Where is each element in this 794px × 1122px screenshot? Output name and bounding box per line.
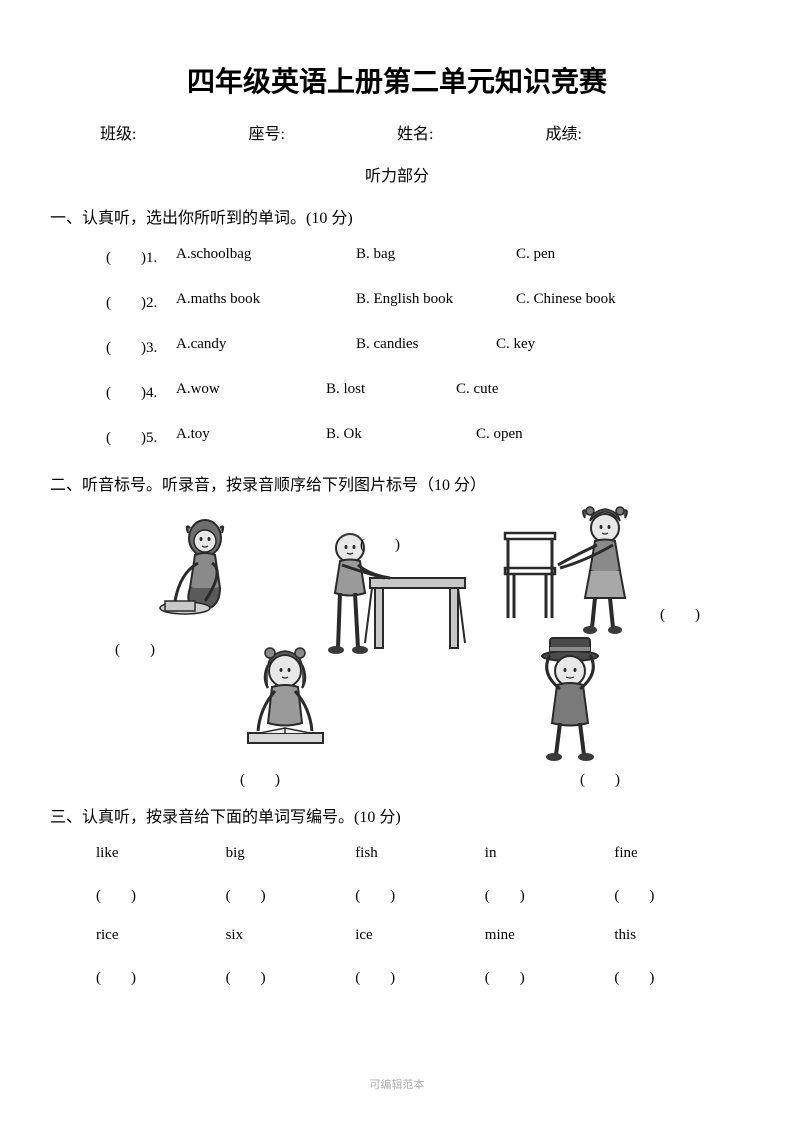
q1-option-a: A.candy	[176, 336, 356, 357]
q3-paren: ( )	[96, 884, 226, 905]
section3-header: 三、认真听，按录音给下面的单词写编号。(10 分)	[50, 803, 744, 827]
q1-item: ( )5. A.toy B. Ok C. open	[50, 426, 744, 447]
q3-paren: ( )	[355, 966, 485, 987]
pic-paren: ( )	[660, 603, 700, 624]
q3-paren: ( )	[226, 966, 356, 987]
pic-paren: ( )	[580, 768, 620, 789]
page-title: 四年级英语上册第二单元知识竞赛	[50, 60, 744, 100]
picture-boy-hat	[510, 633, 630, 763]
q3-word: this	[614, 927, 744, 944]
info-class: 班级:	[100, 120, 249, 144]
q1-paren: ( )3.	[106, 336, 176, 357]
q3-word: ice	[355, 927, 485, 944]
q3-paren: ( )	[96, 966, 226, 987]
q1-item: ( )1. A.schoolbag B. bag C. pen	[50, 246, 744, 267]
picture-girl-chair	[490, 503, 660, 643]
q3-paren: ( )	[485, 884, 615, 905]
q3-word: fine	[614, 845, 744, 862]
q1-option-b: B. English book	[356, 291, 516, 312]
picture-area: ( ) ( )	[50, 513, 744, 793]
section1-header: 一、认真听，选出你所听到的单词。(10 分)	[50, 204, 744, 228]
q1-option-b: B. lost	[326, 381, 456, 402]
q3-paren: ( )	[355, 884, 485, 905]
pic-paren: ( )	[240, 768, 280, 789]
q1-item: ( )3. A.candy B. candies C. key	[50, 336, 744, 357]
q3-words-row: rice six ice mine this	[50, 927, 744, 944]
q3-word: in	[485, 845, 615, 862]
q3-word: fish	[355, 845, 485, 862]
q1-option-c: C. pen	[516, 246, 744, 267]
q1-option-c: C. cute	[456, 381, 744, 402]
pic-paren: ( )	[115, 638, 155, 659]
picture-girl-reading	[220, 643, 360, 763]
q3-word: rice	[96, 927, 226, 944]
q1-option-a: A.toy	[176, 426, 326, 447]
footer-text: 可编辑范本	[0, 1076, 794, 1092]
q1-paren: ( )5.	[106, 426, 176, 447]
info-score: 成绩:	[546, 120, 695, 144]
q1-option-c: C. Chinese book	[516, 291, 744, 312]
q1-paren: ( )1.	[106, 246, 176, 267]
q1-option-a: A.wow	[176, 381, 326, 402]
q3-paren: ( )	[485, 966, 615, 987]
info-name: 姓名:	[397, 120, 546, 144]
info-row: 班级: 座号: 姓名: 成绩:	[50, 120, 744, 144]
q3-word: mine	[485, 927, 615, 944]
q3-paren-row: ( ) ( ) ( ) ( ) ( )	[50, 884, 744, 905]
q3-word: like	[96, 845, 226, 862]
pic-paren: ( )	[360, 533, 400, 554]
q1-option-c: C. open	[476, 426, 744, 447]
q1-item: ( )4. A.wow B. lost C. cute	[50, 381, 744, 402]
picture-girl-kneeling	[150, 513, 270, 623]
q3-paren: ( )	[226, 884, 356, 905]
q1-option-b: B. Ok	[326, 426, 476, 447]
q3-paren-row: ( ) ( ) ( ) ( ) ( )	[50, 966, 744, 987]
info-seat: 座号:	[249, 120, 398, 144]
q1-option-b: B. candies	[356, 336, 496, 357]
q1-option-a: A.maths book	[176, 291, 356, 312]
section2-header: 二、听音标号。听录音，按录音顺序给下列图片标号（10 分）	[50, 471, 744, 495]
q3-word: big	[226, 845, 356, 862]
q1-item: ( )2. A.maths book B. English book C. Ch…	[50, 291, 744, 312]
q1-option-c: C. key	[496, 336, 744, 357]
q3-paren: ( )	[614, 884, 744, 905]
q1-paren: ( )2.	[106, 291, 176, 312]
q3-words-row: like big fish in fine	[50, 845, 744, 862]
q1-paren: ( )4.	[106, 381, 176, 402]
q1-option-a: A.schoolbag	[176, 246, 356, 267]
listening-label: 听力部分	[50, 162, 744, 186]
q1-option-b: B. bag	[356, 246, 516, 267]
q3-paren: ( )	[614, 966, 744, 987]
q3-word: six	[226, 927, 356, 944]
